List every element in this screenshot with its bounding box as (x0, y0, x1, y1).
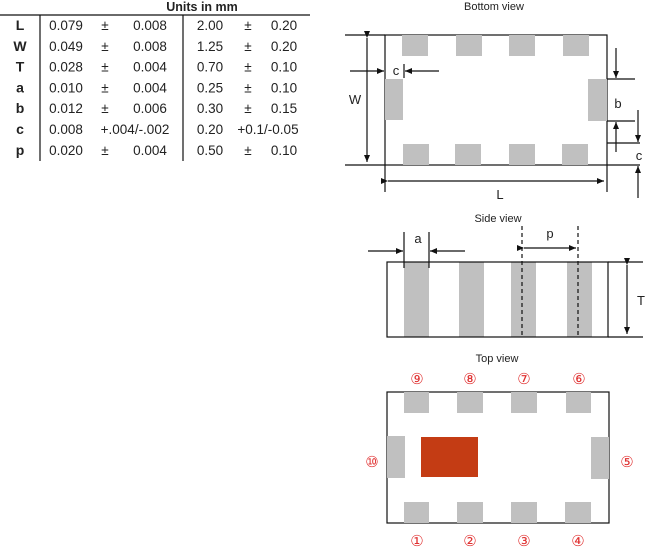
dimension-w-label: W (349, 92, 362, 107)
pin-number: ⑨ (410, 371, 423, 388)
table-cell-label: a (16, 79, 24, 95)
table-cell-in-tol: 0.006 (133, 101, 167, 116)
table-cell-mm-pm: ± (244, 143, 251, 158)
table-cell-in-pm: ± (101, 101, 108, 116)
table-cell-in-tol: +.004/-.002 (101, 122, 170, 137)
table-cell-mm-nom: 0.25 (197, 80, 223, 95)
table-cell-in-nom: 0.010 (49, 80, 83, 95)
table-cell-in-nom: 0.079 (49, 18, 83, 33)
pin-number: ⑤ (620, 454, 633, 471)
table-cell-label: p (16, 142, 25, 158)
pin-number: ④ (571, 533, 584, 550)
table-cell-mm-tol: 0.20 (271, 18, 297, 33)
table-cell-mm-pm: ± (244, 39, 251, 54)
table-cell-in-nom: 0.049 (49, 39, 83, 54)
dimension-b-label: b (614, 96, 621, 111)
table-cell-in-tol: 0.004 (133, 143, 167, 158)
table-header: Units in mm (166, 0, 238, 14)
table-cell-mm-nom: 2.00 (197, 18, 223, 33)
side-view-title: Side view (474, 213, 521, 225)
table-cell-label: c (16, 121, 24, 137)
table-cell-in-nom: 0.012 (49, 101, 83, 116)
table-cell-mm-tol: 0.10 (271, 60, 297, 75)
table-cell-label: b (16, 100, 25, 116)
pin1-orientation-marker (421, 437, 478, 477)
dimension-t-label: T (637, 293, 645, 308)
table-cell-mm-nom: 1.25 (197, 39, 223, 54)
table-cell-in-tol: 0.008 (133, 18, 167, 33)
table-cell-mm-nom: 0.70 (197, 60, 223, 75)
table-cell-mm-nom: 0.50 (197, 143, 223, 158)
table-cell-label: W (13, 38, 27, 54)
pin-number: ⑦ (517, 371, 530, 388)
dimension-p-label: p (546, 226, 553, 241)
bottom-view-title: Bottom view (464, 1, 524, 13)
table-cell-mm-tol: 0.20 (271, 39, 297, 54)
pin-number: ② (463, 533, 476, 550)
table-cell-mm-pm: ± (244, 18, 251, 33)
pin-number: ③ (517, 533, 530, 550)
pin-number: ⑩ (365, 454, 378, 471)
table-cell-mm-pm: ± (244, 80, 251, 95)
table-cell-mm-nom: 0.20 (197, 122, 223, 137)
table-cell-in-pm: ± (101, 60, 108, 75)
dimension-table: Units in mm L 0.079 ±0.008 2.00 ±0.20 W 0.049 ±… (0, 0, 310, 161)
top-view-title: Top view (476, 353, 519, 365)
table-cell-mm-tol: 0.10 (271, 80, 297, 95)
table-cell-in-nom: 0.020 (49, 143, 83, 158)
table-cell-mm-nom: 0.30 (197, 101, 223, 116)
dimension-c-label: c (636, 148, 643, 163)
bottom-view: Bottom view W L c b c (345, 1, 643, 202)
table-cell-label: L (16, 17, 25, 33)
table-cell-in-nom: 0.028 (49, 60, 83, 75)
top-view: Top view ⑨ ⑧ ⑦ ⑥ ① ② ③ ④ ⑩ ⑤ (365, 353, 633, 550)
table-cell-mm-tol: +0.1/-0.05 (237, 122, 298, 137)
table-cell-mm-pm: ± (244, 101, 251, 116)
dimension-a-label: a (414, 231, 422, 246)
table-cell-in-pm: ± (101, 80, 108, 95)
table-cell-in-tol: 0.004 (133, 80, 167, 95)
table-cell-mm-pm: ± (244, 60, 251, 75)
pin-number: ⑥ (572, 371, 585, 388)
side-view: Side view a p T (368, 213, 645, 338)
dimension-c-label: c (393, 63, 400, 78)
pin-number: ⑧ (463, 371, 476, 388)
table-cell-in-tol: 0.008 (133, 39, 167, 54)
table-cell-mm-tol: 0.15 (271, 101, 297, 116)
side-outline (386, 261, 609, 338)
table-cell-mm-tol: 0.10 (271, 143, 297, 158)
table-cell-in-nom: 0.008 (49, 122, 83, 137)
bottom-pads (385, 35, 607, 165)
table-cell-in-tol: 0.004 (133, 60, 167, 75)
dimension-l-label: L (496, 187, 503, 202)
table-cell-label: T (16, 59, 25, 75)
pin-number: ① (410, 533, 423, 550)
table-cell-in-pm: ± (101, 39, 108, 54)
table-cell-in-pm: ± (101, 18, 108, 33)
table-cell-in-pm: ± (101, 143, 108, 158)
